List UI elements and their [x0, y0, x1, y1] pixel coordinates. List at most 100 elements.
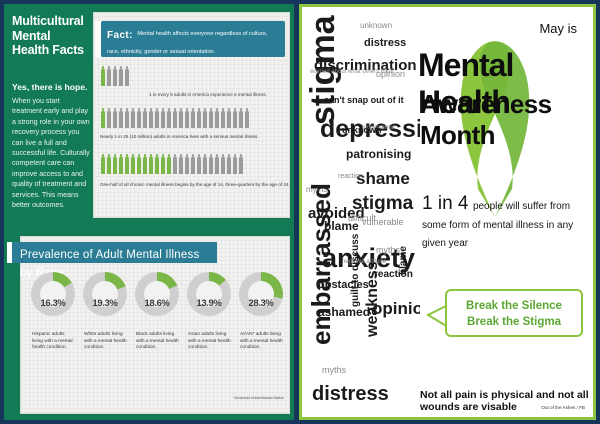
person-icon: [172, 108, 178, 130]
donut-label: Black adults living with a mental health…: [136, 332, 179, 351]
word-cloud-term: distress: [364, 37, 407, 49]
word-cloud-term: anxiety: [322, 243, 416, 273]
person-icon: [106, 108, 112, 130]
left-infographic-panel: Multicultural Mental Health Facts Yes, t…: [4, 4, 294, 420]
donut-gauge: 28.3% AI/AN* adults living with a mental …: [238, 272, 284, 352]
person-icon: [208, 108, 214, 130]
word-cloud-term: ashamed: [318, 305, 371, 319]
person-icon: [226, 108, 232, 130]
person-icon: [184, 108, 190, 130]
people-row-1: [100, 66, 130, 88]
donut-ring: 13.9%: [187, 272, 231, 316]
fact-text: Mental health affects everyone regardles…: [107, 30, 268, 55]
one-in-four-stat: 1 in 4 people will suffer from some form…: [422, 193, 593, 251]
word-cloud-term: opinion: [376, 69, 406, 79]
person-icon: [178, 108, 184, 130]
word-cloud-term: myths: [322, 365, 347, 375]
donut-ring: 28.3%: [239, 272, 283, 316]
person-icon: [184, 154, 190, 176]
word-cloud-term: negative attitude: [342, 259, 387, 265]
stat-figure: 1 in 4: [422, 193, 469, 214]
break-the-stigma-callout: Break the Silence Break the Stigma: [445, 289, 583, 337]
donut-gauge: 19.3% White adults living with a mental h…: [82, 272, 128, 352]
word-cloud-term: avoided: [308, 205, 365, 222]
person-icon: [100, 154, 106, 176]
person-icon: [148, 108, 154, 130]
word-cloud-term: myths: [376, 245, 401, 255]
word-cloud-term: blame: [324, 219, 359, 233]
person-icon: [202, 154, 208, 176]
donut-label: Asian adults living with a mental health…: [188, 332, 231, 351]
person-icon: [220, 154, 226, 176]
donut-value: 28.3%: [248, 298, 274, 309]
chart-title-band: Prevalence of Adult Mental Illness by Ra…: [12, 242, 217, 279]
green-ribbon-icon: [460, 41, 530, 217]
person-icon: [172, 154, 178, 176]
person-icon: [196, 154, 202, 176]
donut-value: 16.3%: [40, 298, 66, 309]
person-icon: [220, 108, 226, 130]
hope-body-text: When you start treatment early and play …: [12, 97, 90, 210]
word-cloud-term: distress: [312, 383, 389, 405]
word-cloud-term: discrimination: [314, 57, 417, 74]
donut-label: Hispanic adults living with a mental hea…: [32, 332, 73, 351]
person-icon: [190, 154, 196, 176]
donut-hole: [40, 281, 66, 307]
person-icon: [118, 108, 124, 130]
donut-ring: 16.3%: [31, 272, 75, 316]
person-icon: [160, 108, 166, 130]
word-cloud-term: obstacles: [318, 279, 369, 291]
word-cloud-term: vulnerable: [362, 217, 404, 227]
person-icon: [214, 108, 220, 130]
person-icon: [166, 108, 172, 130]
donut-hole: [144, 281, 170, 307]
people-row-2: [100, 108, 250, 130]
people-row-2-caption: Nearly 1 in 25 (10 million) adults in Am…: [100, 134, 259, 139]
donut-gauge: 13.9% Asian adults living with a mental h…: [186, 272, 232, 352]
person-icon: [148, 154, 154, 176]
person-icon: [190, 108, 196, 130]
word-cloud-term: guilt to discuss: [350, 233, 361, 307]
stat-description: people will suffer from some form of men…: [422, 201, 574, 249]
person-icon: [118, 154, 124, 176]
poster-tagline: Not all pain is physical and not all wou…: [420, 389, 589, 413]
donut-ring: 19.3%: [83, 272, 127, 316]
person-icon: [112, 108, 118, 130]
donut-value: 18.6%: [144, 298, 170, 309]
person-icon: [106, 154, 112, 176]
chart-title: Prevalence of Adult Mental Illness by Ra…: [20, 249, 200, 279]
word-cloud-term: unknown: [360, 21, 393, 30]
person-icon: [208, 154, 214, 176]
prevalence-chart-card: [20, 236, 290, 414]
donut-label: AI/AN* adults living with a mental healt…: [240, 332, 283, 351]
person-icon: [196, 108, 202, 130]
word-cloud-term: worried about what others think: [310, 69, 394, 75]
person-icon: [244, 108, 250, 130]
awareness-poster-panel: stigma discrimination depression shame avoid…: [299, 4, 596, 420]
donut-gauge: 16.3% Hispanic adults living with a menta…: [30, 272, 76, 352]
donut-gauge: 18.6% Black adults living with a mental h…: [134, 272, 180, 352]
word-cloud: stigma discrimination depression shame avoid…: [302, 7, 420, 417]
person-icon: [160, 154, 166, 176]
donut-hole: [196, 281, 222, 307]
person-icon: [238, 108, 244, 130]
person-icon: [214, 154, 220, 176]
person-icon: [178, 154, 184, 176]
word-cloud-term: reaction: [374, 269, 413, 280]
donut-label: White adults living with a mental health…: [84, 332, 127, 351]
hope-heading: Yes, there is hope.: [12, 82, 88, 92]
person-icon: [124, 108, 130, 130]
person-icon: [112, 154, 118, 176]
chart-footnote: *American Indian/Alaska Native: [233, 396, 284, 400]
donut-value: 19.3%: [92, 298, 118, 309]
person-icon: [136, 154, 142, 176]
person-icon: [202, 108, 208, 130]
word-cloud-term: myths: [306, 185, 328, 194]
word-cloud-term: shame: [356, 169, 410, 188]
donut-hole: [92, 281, 118, 307]
word-cloud-term: opinion: [372, 299, 420, 318]
poster-title-line1: Mental Health: [418, 47, 514, 120]
bubble-line-1: Break the Silence: [466, 300, 562, 312]
person-icon: [118, 66, 124, 88]
